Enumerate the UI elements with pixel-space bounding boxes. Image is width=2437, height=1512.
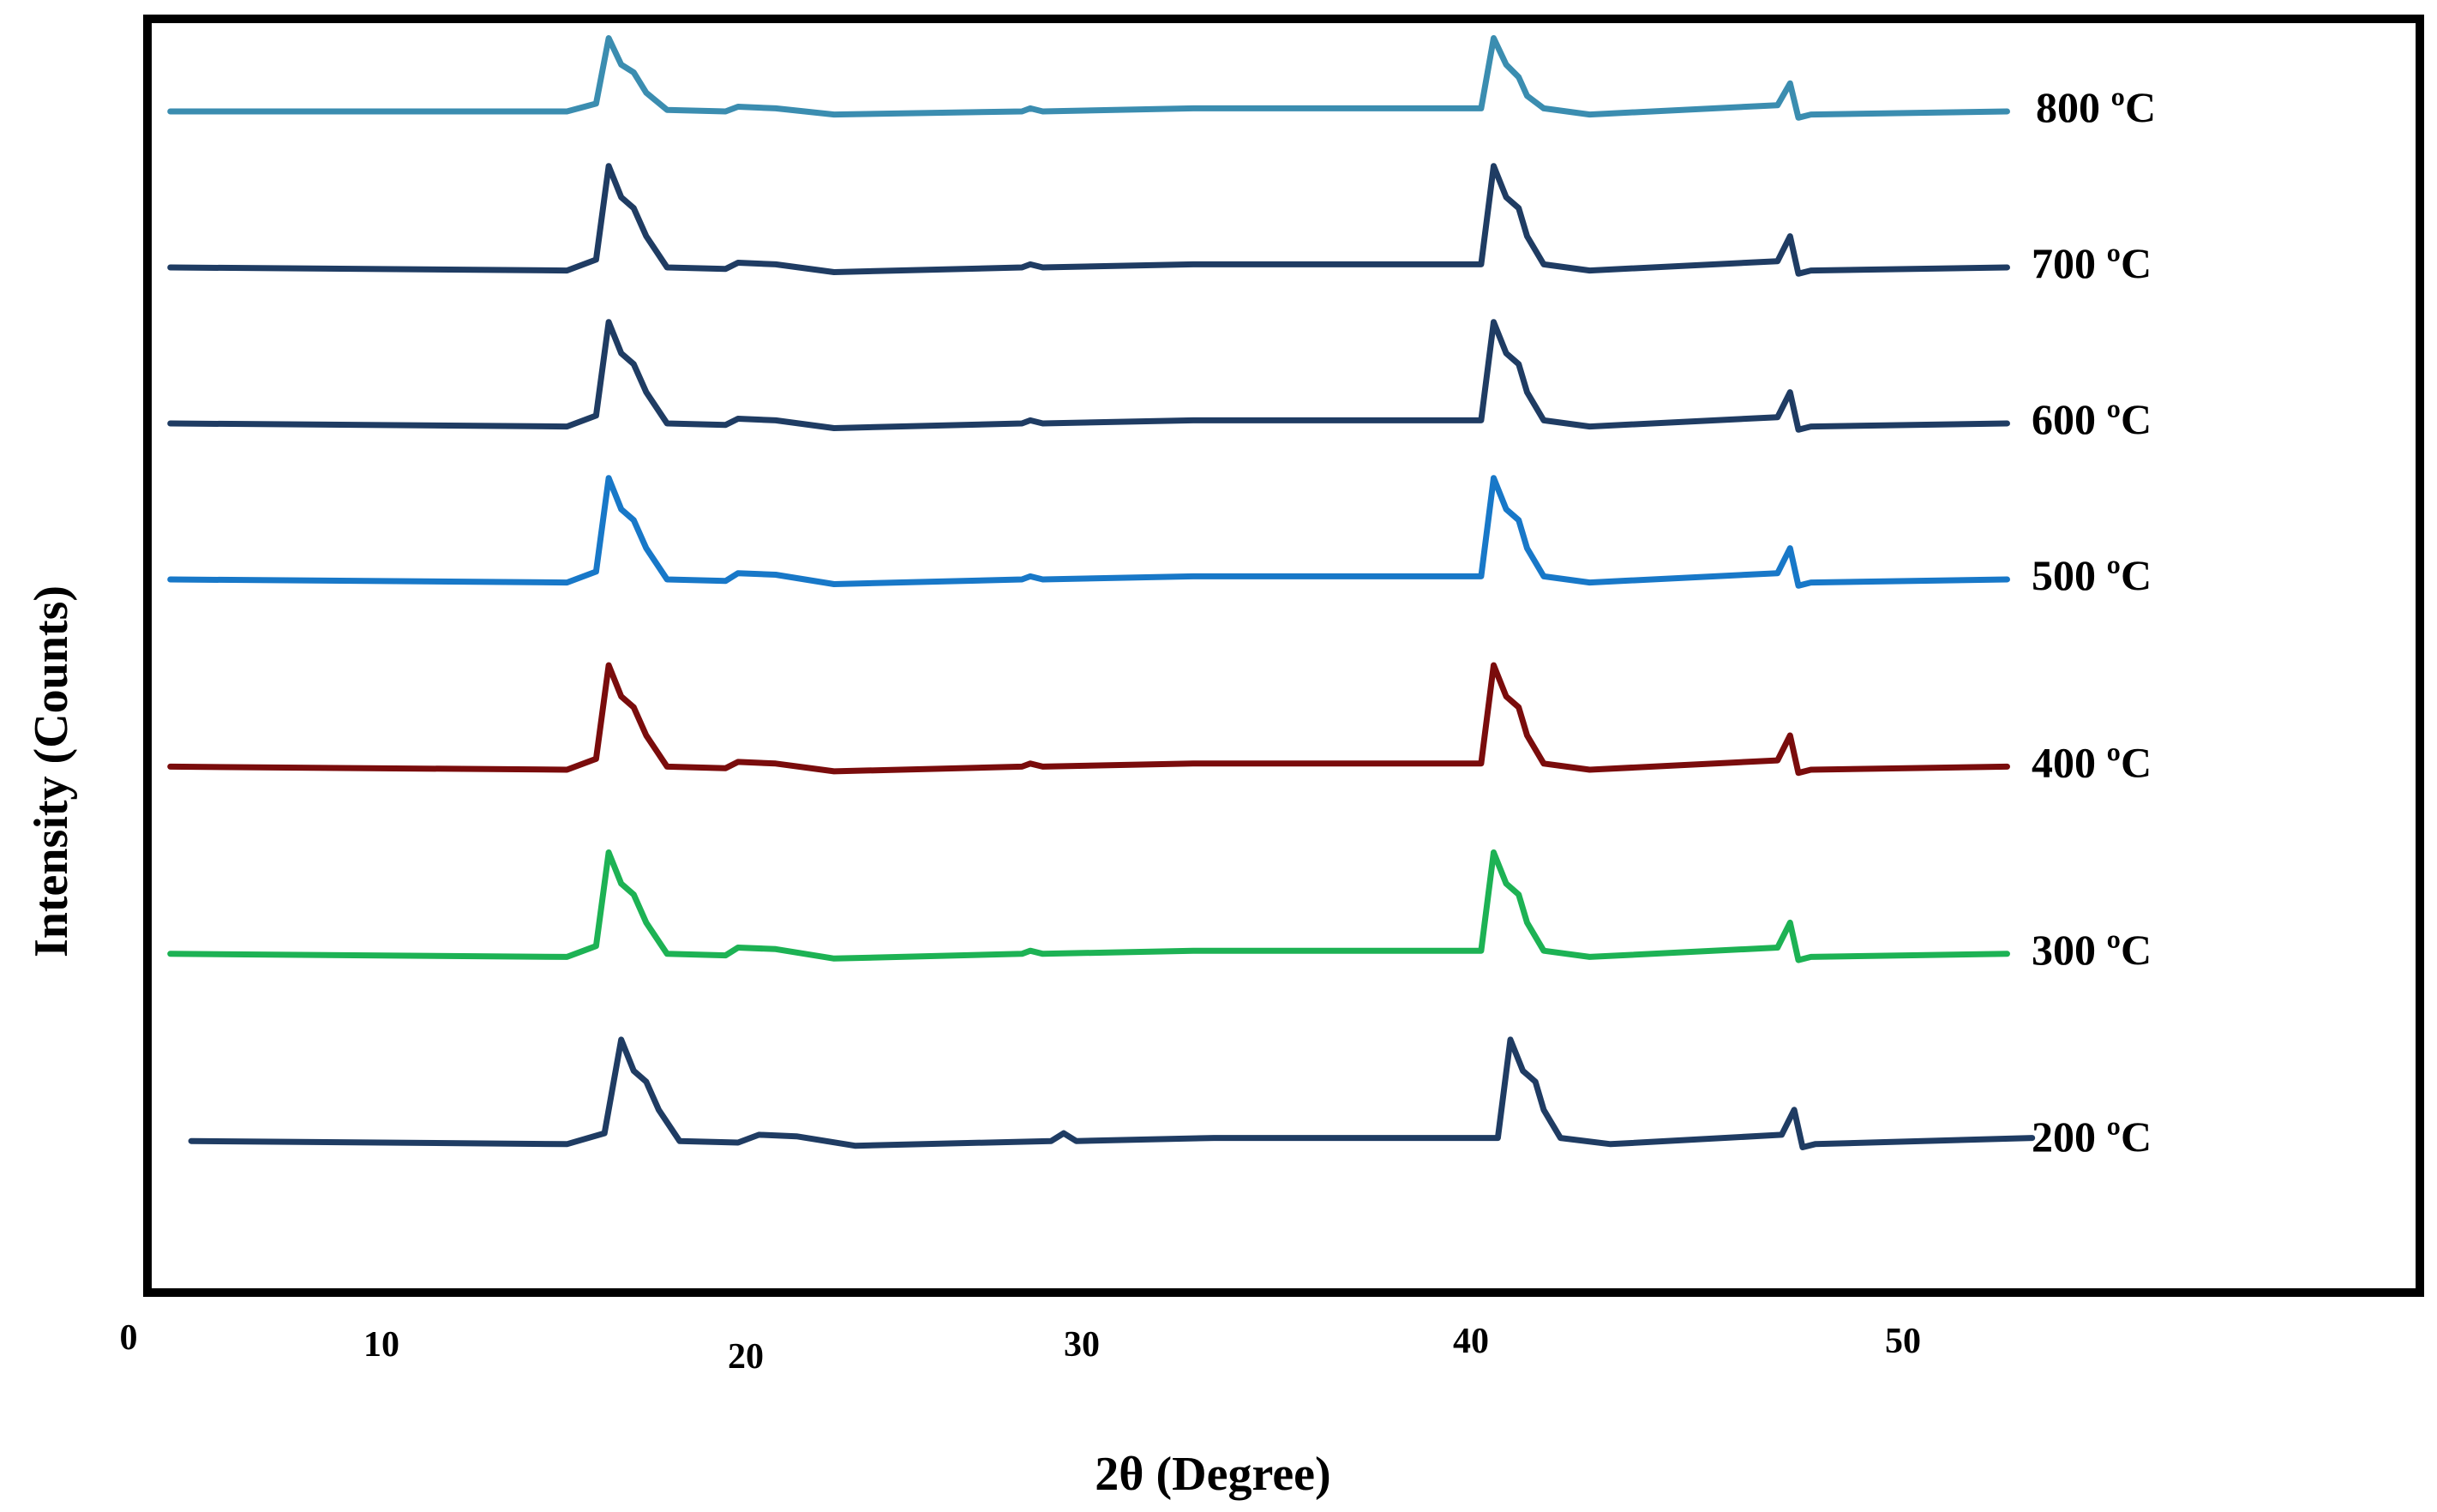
x-axis-tick-labels: 0 10 20 30 40 50	[120, 1318, 1922, 1377]
series-line-200c	[188, 1036, 2036, 1150]
x-tick-label-30: 30	[1064, 1325, 1100, 1365]
series-label-700c: 700 ºC	[2032, 239, 2152, 287]
y-axis-title: Intensity (Counts)	[25, 585, 78, 957]
series-line-800c	[167, 35, 2010, 121]
series-label-500c: 500 ºC	[2032, 551, 2152, 599]
x-tick-label-50: 50	[1885, 1322, 1921, 1361]
x-axis-title: 2θ (Degree)	[1095, 1448, 1330, 1501]
x-tick-label-40: 40	[1453, 1322, 1489, 1361]
plot-frame	[143, 15, 2424, 1297]
series-line-400c	[167, 662, 2010, 777]
x-tick-label-0: 0	[120, 1318, 138, 1358]
series-traces	[167, 35, 2036, 1150]
series-label-600c: 600 ºC	[2032, 395, 2152, 443]
x-tick-label-20: 20	[728, 1337, 764, 1377]
series-label-300c: 300 ºC	[2032, 926, 2152, 974]
series-line-700c	[167, 163, 2010, 277]
series-label-200c: 200 ºC	[2032, 1113, 2152, 1161]
series-line-500c	[167, 475, 2010, 589]
x-tick-label-10: 10	[363, 1325, 399, 1365]
series-label-800c: 800 ºC	[2036, 83, 2156, 131]
series-label-400c: 400 ºC	[2032, 738, 2152, 786]
series-line-300c	[167, 849, 2010, 963]
series-line-600c	[167, 319, 2010, 433]
